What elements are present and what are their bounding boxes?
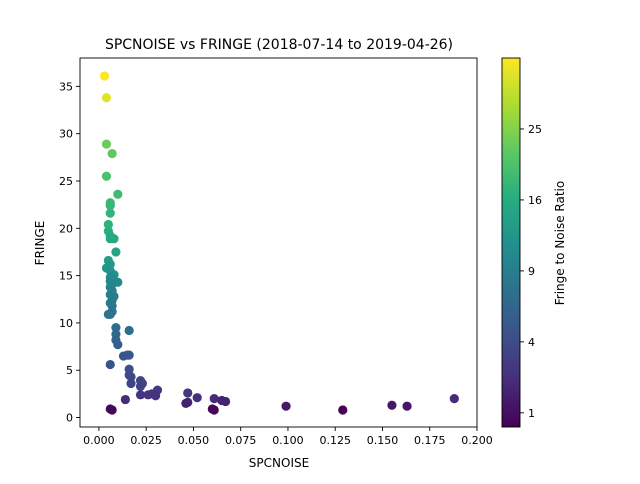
y-tick-label: 30: [59, 128, 73, 141]
x-tick-label: 0.075: [225, 434, 257, 447]
data-point: [121, 395, 130, 404]
data-point: [102, 172, 111, 181]
data-point: [108, 149, 117, 158]
data-point: [102, 93, 111, 102]
data-point: [210, 405, 219, 414]
colorbar-tick-label: 4: [528, 336, 535, 349]
x-axis-label: SPCNOISE: [249, 456, 309, 470]
y-tick-label: 5: [66, 364, 73, 377]
data-point: [111, 247, 120, 256]
data-point: [100, 71, 109, 80]
data-point: [193, 393, 202, 402]
data-point: [102, 140, 111, 149]
y-tick-label: 0: [66, 412, 73, 425]
data-point: [109, 234, 118, 243]
data-point: [181, 399, 190, 408]
y-tick-label: 35: [59, 80, 73, 93]
data-point: [338, 405, 347, 414]
colorbar-label: Fringe to Noise Ratio: [553, 181, 567, 306]
colorbar-tick-label: 25: [528, 123, 542, 136]
x-tick-label: 0.175: [414, 434, 446, 447]
chart-title: SPCNOISE vs FRINGE (2018-07-14 to 2019-0…: [105, 37, 453, 53]
data-point: [108, 405, 117, 414]
x-tick-label: 0.000: [83, 434, 115, 447]
data-point: [106, 310, 115, 319]
x-tick-label: 0.150: [367, 434, 399, 447]
data-point: [113, 190, 122, 199]
colorbar-gradient: [502, 58, 520, 427]
colorbar-tick-label: 16: [528, 194, 542, 207]
y-tick-label: 20: [59, 222, 73, 235]
data-point: [450, 394, 459, 403]
x-tick-label: 0.125: [319, 434, 351, 447]
x-tick-label: 0.100: [272, 434, 304, 447]
data-point: [151, 391, 160, 400]
colorbar-tick-label: 1: [528, 407, 535, 420]
y-tick-label: 15: [59, 270, 73, 283]
data-point: [126, 379, 135, 388]
data-point: [136, 382, 145, 391]
data-point: [113, 340, 122, 349]
y-tick-label: 10: [59, 317, 73, 330]
y-axis-label: FRINGE: [33, 221, 47, 266]
data-point: [125, 326, 134, 335]
x-tick-label: 0.200: [461, 434, 493, 447]
data-point: [387, 401, 396, 410]
data-point: [106, 209, 115, 218]
data-point: [106, 360, 115, 369]
y-tick-label: 25: [59, 175, 73, 188]
x-tick-label: 0.050: [178, 434, 210, 447]
data-point: [183, 388, 192, 397]
data-point: [221, 397, 230, 406]
data-point: [402, 402, 411, 411]
colorbar-tick-label: 9: [528, 265, 535, 278]
data-point: [119, 351, 128, 360]
x-tick-label: 0.025: [130, 434, 162, 447]
data-point: [281, 402, 290, 411]
